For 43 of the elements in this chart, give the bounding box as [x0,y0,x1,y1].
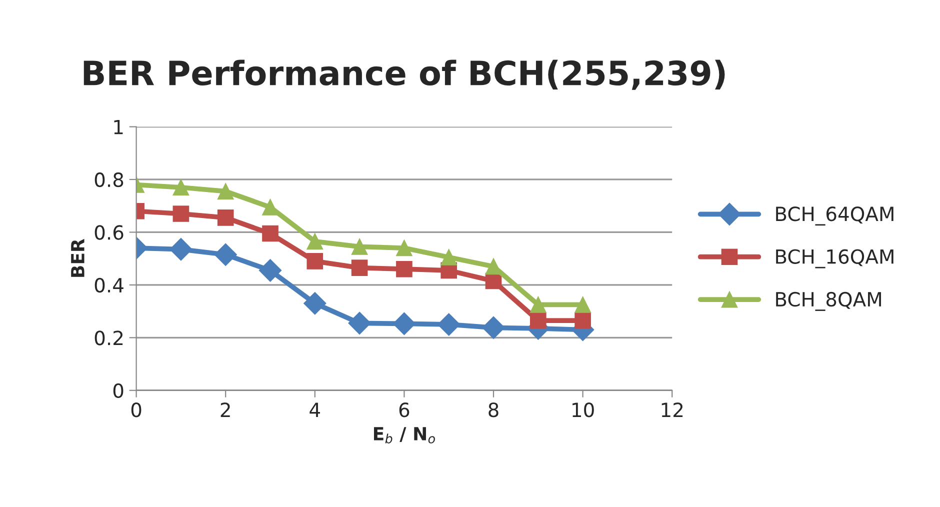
point [574,296,591,313]
x-tick-label: 10 [572,402,594,418]
point [306,233,324,250]
x-tick-label: 2 [220,402,230,417]
legend-label: BCH_64QAM [776,206,894,226]
x-tick-label: 12 [662,402,683,417]
x-tick-label: 6 [399,402,410,418]
point [306,253,324,270]
y-tick-label: 0.4 [94,278,124,293]
y-tick-label: 0 [113,383,124,398]
point [530,296,546,313]
point [348,312,371,334]
point [262,199,278,216]
x-tick-label: 8 [488,402,498,418]
x-axis-title: E$_{b}$ / N$_{o}$ [374,427,435,444]
point [217,183,234,200]
chart-title: BER Performance of BCH(255,239) [84,60,725,90]
point [396,240,412,256]
point [351,238,368,255]
point [396,260,412,278]
point [258,259,282,282]
legend-label: BCH_16QAM [776,249,894,268]
point [440,249,458,266]
point [304,292,326,315]
x-tick-label: 0 [131,402,142,418]
point [438,313,460,336]
point [172,206,190,222]
legend-label: BCH_8QAM [776,292,881,311]
point [262,225,278,242]
y-tick-label: 1 [114,120,123,134]
point [214,243,237,266]
point [170,238,192,261]
point [574,312,591,329]
y-tick-label: 0.8 [94,172,124,188]
point [217,210,234,226]
point [530,312,546,329]
y-tick-label: 0.6 [94,225,124,240]
x-tick-label: 4 [310,402,320,417]
point [482,316,505,339]
y-tick-label: 0.2 [94,330,123,346]
point [172,179,190,196]
point [351,260,368,276]
y-axis-title: BER [71,238,84,277]
